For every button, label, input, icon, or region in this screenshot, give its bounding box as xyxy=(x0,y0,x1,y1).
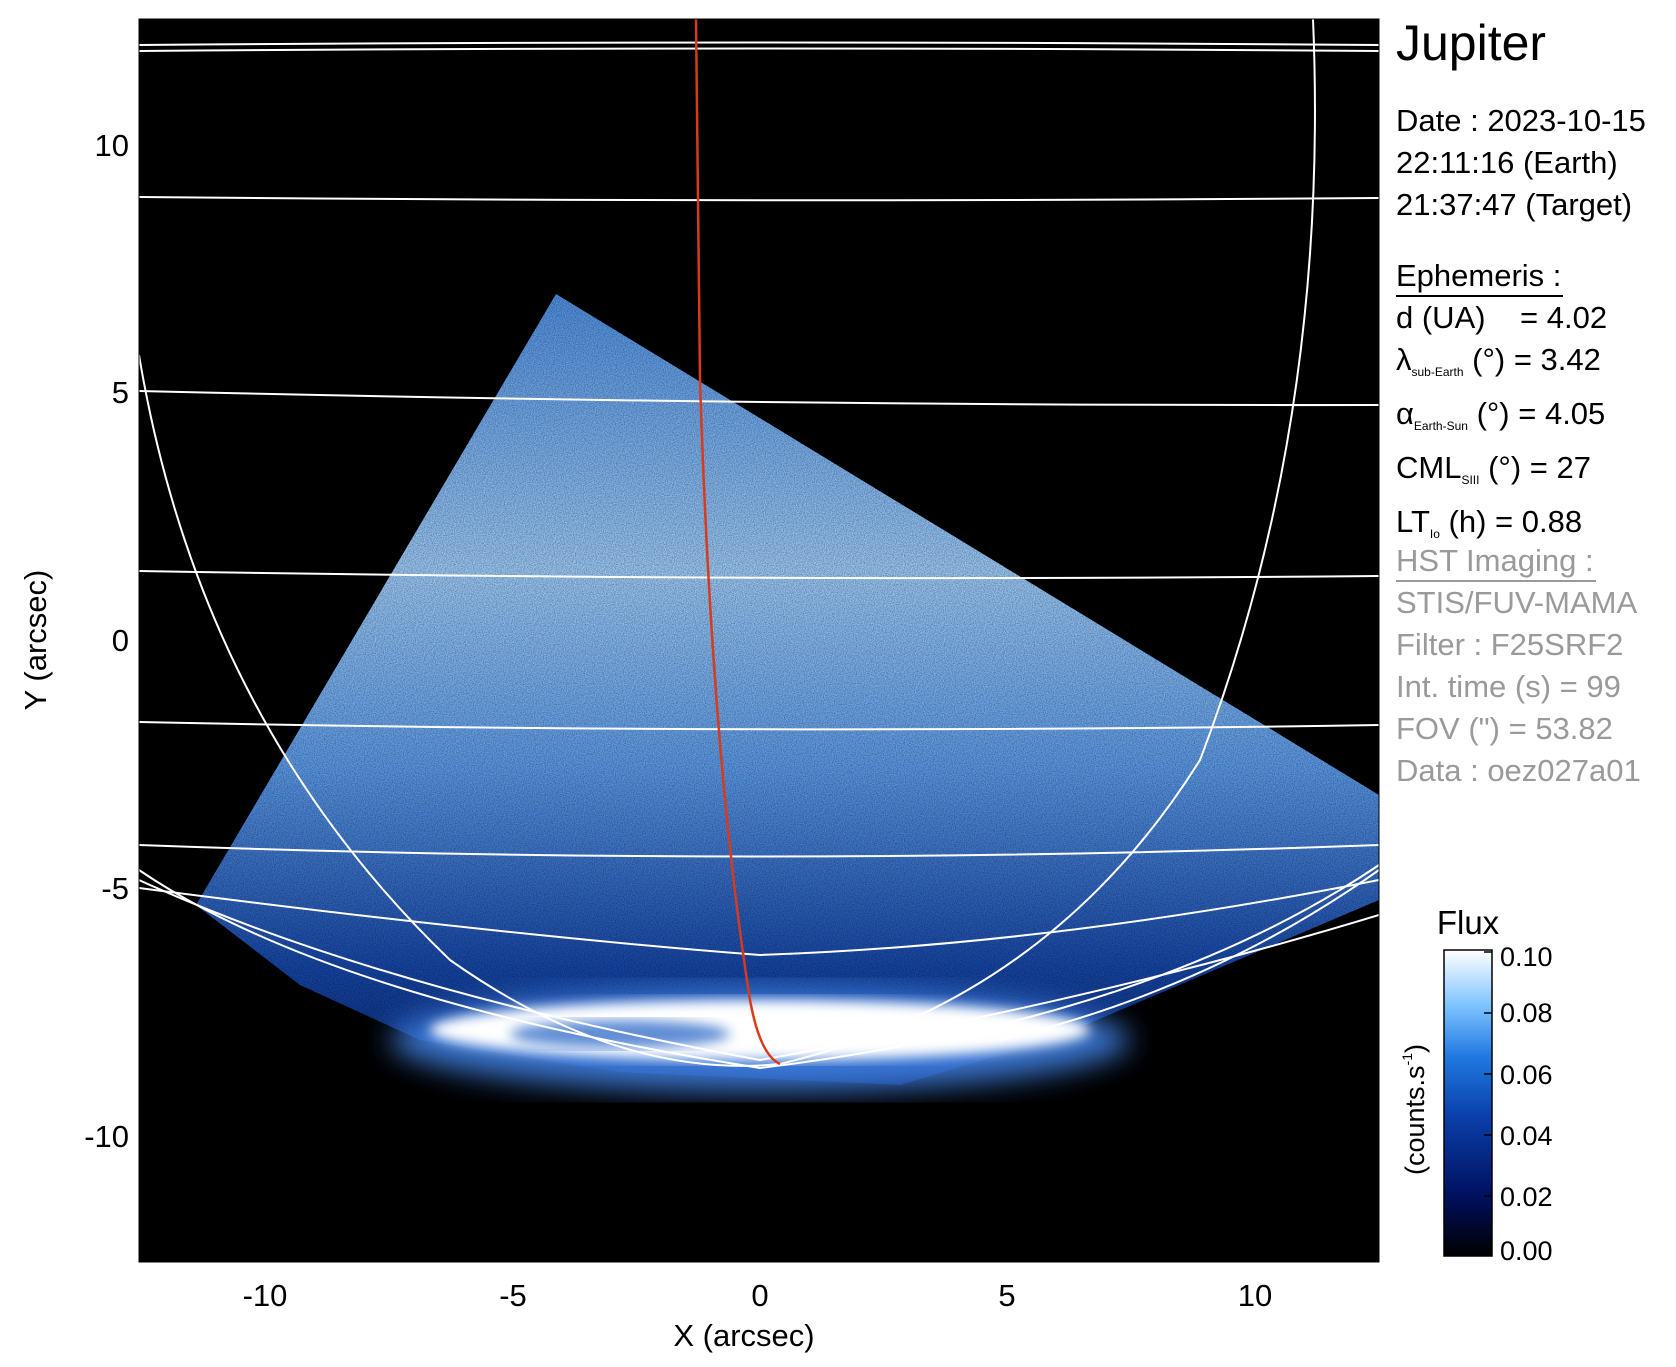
colorbar-ticks xyxy=(1484,951,1492,1197)
colorbar-tick-label: 0.02 xyxy=(1500,1182,1553,1212)
cml-symbol: CML xyxy=(1396,450,1462,485)
lambda-value: (°) = 3.42 xyxy=(1472,342,1601,377)
y-tick-label: -10 xyxy=(84,1119,129,1154)
x-tick-label: -10 xyxy=(243,1278,288,1313)
hst-data: Data : oez027a01 xyxy=(1396,753,1641,788)
colorbar-tick-label: 0.10 xyxy=(1500,942,1553,972)
x-tick-label: -5 xyxy=(499,1278,527,1313)
colorbar-axis-label: (counts.s-1) xyxy=(1399,1044,1430,1175)
plot-area xyxy=(138,18,1380,1263)
x-tick-label: 5 xyxy=(998,1278,1015,1313)
ephemeris-cml: CMLSIII (°) = 27 xyxy=(1396,447,1607,501)
earth-time-line: 22:11:16 (Earth) xyxy=(1396,145,1618,180)
colorbar-label-main: (counts.s xyxy=(1400,1065,1430,1175)
date-block: Date : 2023-10-15 22:11:16 (Earth) 21:37… xyxy=(1396,100,1646,226)
colorbar-tick-label: 0.06 xyxy=(1500,1060,1553,1090)
y-tick-label: -5 xyxy=(101,871,129,906)
colorbar-tick-label: 0.04 xyxy=(1500,1121,1553,1151)
ephemeris-block: Ephemeris : d (UA) = 4.02 λsub-Earth (°)… xyxy=(1396,255,1607,555)
longitude-grid xyxy=(139,19,1379,1067)
target-time-line: 21:37:47 (Target) xyxy=(1396,187,1633,222)
y-axis: 10 5 0 -5 -10 Y (arcsec) xyxy=(18,128,129,1154)
distance-value: = 4.02 xyxy=(1520,300,1608,335)
colorbar-label-sup: -1 xyxy=(1399,1053,1415,1066)
colorbar-gradient xyxy=(1443,949,1493,1257)
colorbar-title: Flux xyxy=(1437,904,1500,941)
x-axis-label: X (arcsec) xyxy=(673,1318,814,1353)
colorbar: Flux 0.10 0.08 0.06 0.04 0.02 0.00 (coun… xyxy=(1399,904,1553,1266)
colorbar-label-end: ) xyxy=(1400,1044,1430,1053)
lambda-subscript: sub-Earth xyxy=(1411,365,1464,379)
date-line: Date : 2023-10-15 xyxy=(1396,103,1646,138)
hst-heading: HST Imaging : xyxy=(1396,542,1596,582)
colorbar-tick-label: 0.00 xyxy=(1500,1236,1553,1266)
lt-subscript: Io xyxy=(1429,527,1440,541)
cml-value: (°) = 27 xyxy=(1488,450,1591,485)
hst-filter: Filter : F25SRF2 xyxy=(1396,627,1624,662)
y-tick-label: 0 xyxy=(112,623,129,658)
colorbar-tick-label: 0.08 xyxy=(1500,998,1553,1028)
hst-instrument: STIS/FUV-MAMA xyxy=(1396,585,1638,620)
alpha-symbol: α xyxy=(1396,396,1414,431)
footprint-line xyxy=(694,19,781,1066)
plot-frame xyxy=(138,18,1380,1263)
hst-int-time: Int. time (s) = 99 xyxy=(1396,669,1621,704)
lt-symbol: LT xyxy=(1396,504,1430,539)
distance-label: d (UA) xyxy=(1396,300,1486,335)
cml-subscript: SIII xyxy=(1461,473,1480,487)
ephemeris-heading: Ephemeris : xyxy=(1396,257,1564,297)
y-tick-label: 10 xyxy=(95,128,129,163)
detector-wedge-noise xyxy=(196,294,1379,1085)
y-axis-label: Y (arcsec) xyxy=(18,570,53,711)
x-axis: -10 -5 0 5 10 X (arcsec) xyxy=(243,1278,1273,1353)
x-tick-label: 10 xyxy=(1238,1278,1272,1313)
target-title: Jupiter xyxy=(1396,15,1547,71)
ephemeris-lt: LTIo (h) = 0.88 xyxy=(1396,501,1607,555)
ephemeris-lambda: λsub-Earth (°) = 3.42 xyxy=(1396,339,1607,393)
y-tick-label: 5 xyxy=(112,375,129,410)
alpha-subscript: Earth-Sun xyxy=(1413,419,1468,433)
lambda-symbol: λ xyxy=(1396,342,1412,377)
ephemeris-distance: d (UA) = 4.02 xyxy=(1396,297,1607,339)
lt-value: (h) = 0.88 xyxy=(1448,504,1583,539)
latitude-grid xyxy=(139,41,1379,1070)
hst-fov: FOV (") = 53.82 xyxy=(1396,711,1613,746)
ephemeris-alpha: αEarth-Sun (°) = 4.05 xyxy=(1396,393,1607,447)
hst-block: HST Imaging : STIS/FUV-MAMA Filter : F25… xyxy=(1396,540,1641,792)
alpha-value: (°) = 4.05 xyxy=(1476,396,1606,431)
x-tick-label: 0 xyxy=(751,1278,768,1313)
